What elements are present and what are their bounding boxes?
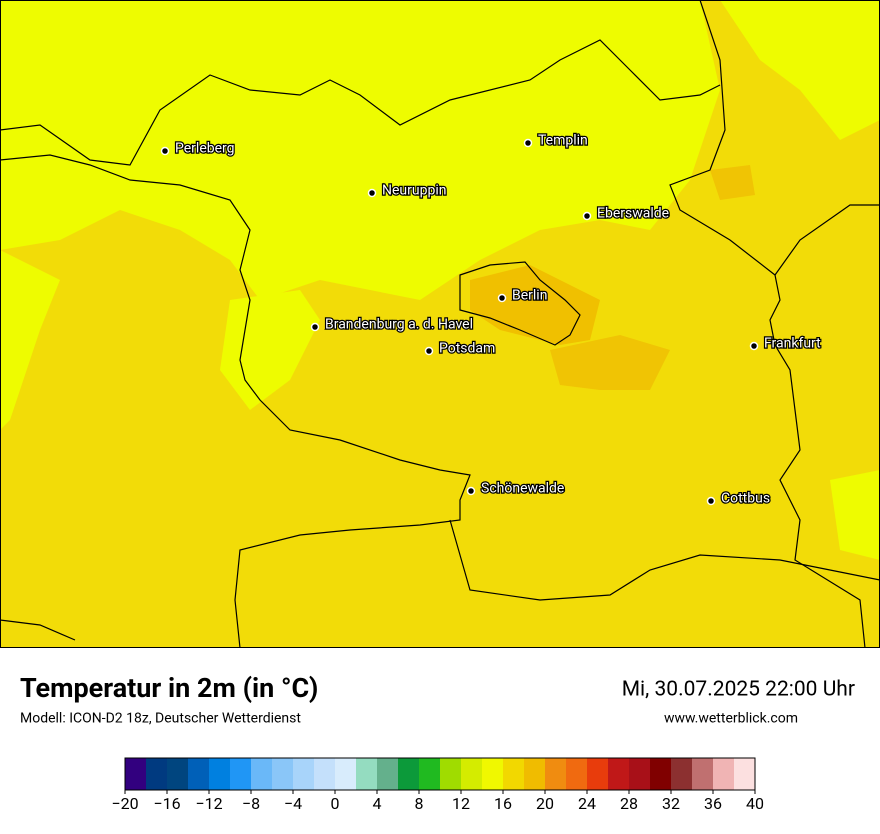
- color-swatch: [566, 758, 588, 790]
- city-label: Brandenburg a. d. Havel: [325, 317, 473, 333]
- color-swatch: [440, 758, 462, 790]
- city-label: Frankfurt: [764, 336, 821, 352]
- city-dot: [310, 322, 320, 332]
- country-border: [669, 0, 866, 649]
- subtitle: Modell: ICON-D2 18z, Deutscher Wetterdie…: [20, 711, 301, 727]
- cool-area: [0, 250, 60, 430]
- tick-label: −4: [284, 794, 302, 813]
- tick-label: 24: [578, 794, 596, 813]
- website: www.wetterblick.com: [664, 711, 798, 727]
- city-dot: [367, 188, 377, 198]
- state-border: [449, 519, 880, 601]
- color-swatch: [125, 758, 147, 790]
- tick-label: 4: [373, 794, 382, 813]
- city-label: Potsdam: [439, 341, 495, 357]
- city-label: Schönewalde: [481, 481, 564, 497]
- color-swatch: [188, 758, 210, 790]
- color-swatch: [713, 758, 735, 790]
- color-swatch: [146, 758, 168, 790]
- cool-area: [830, 470, 880, 560]
- color-swatch: [377, 758, 399, 790]
- tick-label: 0: [331, 794, 340, 813]
- cities: Perleberg Templin Neuruppin Eberswalde Berli…: [160, 131, 822, 508]
- color-swatch: [608, 758, 630, 790]
- color-swatch: [545, 758, 567, 790]
- tick-label: 16: [494, 794, 512, 813]
- color-swatch: [461, 758, 483, 790]
- warm-area: [710, 165, 755, 200]
- city-dot: [706, 496, 716, 506]
- state-border: [0, 154, 471, 649]
- city-dot: [424, 346, 434, 356]
- colorbar: −20 −16 −12 −8 −4 0 4 8 12 16 20 24 28 32 36 40: [111, 757, 764, 813]
- color-swatch: [734, 758, 756, 790]
- colorbar-frame: [124, 757, 756, 791]
- city-dot: [749, 341, 759, 351]
- tick-label: 36: [704, 794, 722, 813]
- color-swatch: [356, 758, 378, 790]
- tick-label: 8: [415, 794, 424, 813]
- color-swatch: [692, 758, 714, 790]
- color-swatch: [524, 758, 546, 790]
- color-swatch: [209, 758, 231, 790]
- color-swatch: [293, 758, 315, 790]
- city-label: Eberswalde: [597, 206, 669, 222]
- color-swatch: [671, 758, 693, 790]
- state-border: [0, 619, 76, 641]
- warm-area: [470, 265, 600, 345]
- color-swatch: [419, 758, 441, 790]
- city-label: Perleberg: [175, 141, 235, 157]
- tick-label: −12: [195, 794, 222, 813]
- color-swatch: [272, 758, 294, 790]
- tick-label: −20: [111, 794, 138, 813]
- state-border: [0, 39, 721, 166]
- color-swatch: [503, 758, 525, 790]
- color-swatch: [398, 758, 420, 790]
- city-label: Berlin: [512, 288, 547, 304]
- color-swatch: [650, 758, 672, 790]
- tick-label: 40: [746, 794, 764, 813]
- cool-area: [0, 0, 720, 300]
- city-label: Cottbus: [721, 491, 770, 507]
- city-dot: [497, 293, 507, 303]
- city-dot: [523, 138, 533, 148]
- berlin-border: [459, 261, 581, 346]
- tick-label: 28: [620, 794, 638, 813]
- color-swatch: [335, 758, 357, 790]
- tick-label: −8: [242, 794, 260, 813]
- color-swatch: [314, 758, 336, 790]
- date: Mi, 30.07.2025 22:00 Uhr: [622, 678, 855, 702]
- city-label: Neuruppin: [382, 183, 446, 199]
- color-swatch: [629, 758, 651, 790]
- warm-area: [550, 335, 670, 390]
- color-swatch: [587, 758, 609, 790]
- cool-area: [720, 0, 880, 140]
- city-label: Templin: [538, 133, 588, 149]
- tick-label: 20: [536, 794, 554, 813]
- color-swatch: [230, 758, 252, 790]
- city-dot: [466, 486, 476, 496]
- country-border: [774, 204, 880, 276]
- tick-label: −16: [153, 794, 180, 813]
- tick-label: 32: [662, 794, 680, 813]
- city-dot: [160, 146, 170, 156]
- tick-label: 12: [452, 794, 470, 813]
- color-swatch: [482, 758, 504, 790]
- color-swatch: [167, 758, 189, 790]
- color-swatch: [251, 758, 273, 790]
- city-dot: [582, 211, 592, 221]
- title: Temperatur in 2m (in °C): [20, 672, 318, 704]
